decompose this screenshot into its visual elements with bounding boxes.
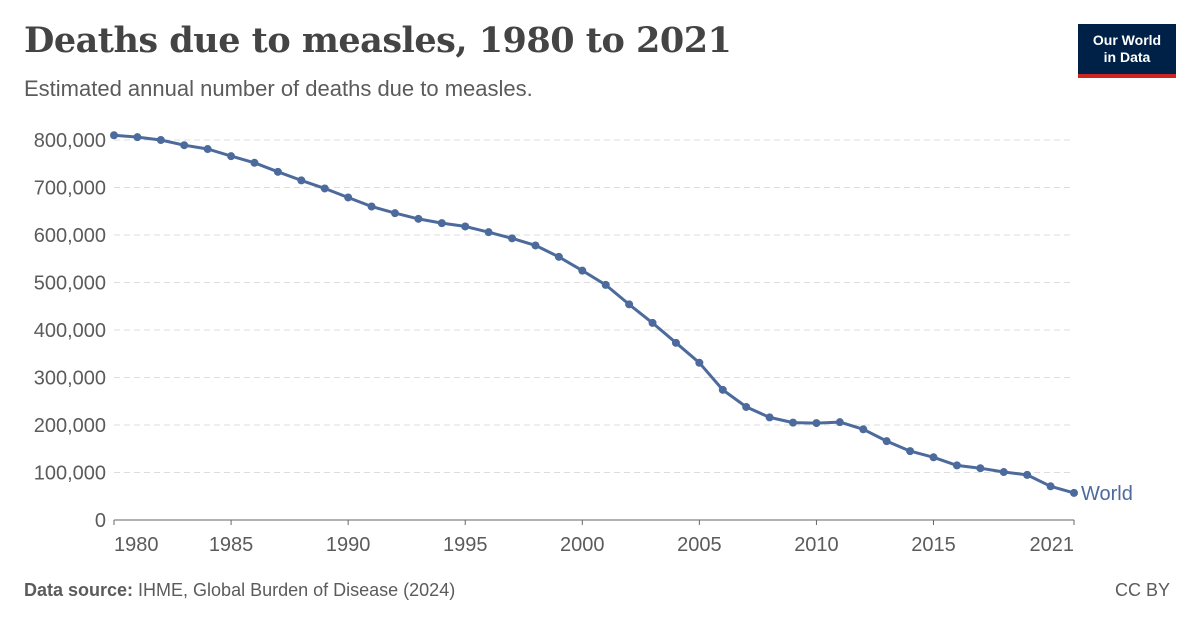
x-tick-label: 1985 (209, 534, 254, 556)
gridlines (114, 139, 1074, 473)
data-point (344, 193, 353, 202)
axes: 0 100,000 200,000 300,000 400,000 500,000 600,… (34, 130, 1075, 556)
data-point (133, 133, 142, 142)
x-tick-label: 2000 (560, 534, 605, 556)
data-point (554, 252, 563, 261)
license-link[interactable]: CC BY (1114, 580, 1170, 600)
data-point (929, 453, 938, 462)
data-point (1023, 470, 1032, 479)
data-point (976, 464, 985, 473)
data-point (203, 145, 212, 154)
data-point (367, 202, 376, 211)
x-tick-label: 2005 (677, 534, 722, 556)
x-tick-label: 2010 (794, 534, 839, 556)
y-tick-label: 700,000 (34, 178, 106, 200)
data-point (625, 300, 634, 309)
y-tick-label: 400,000 (34, 320, 106, 342)
data-point (882, 437, 891, 446)
data-point (484, 228, 493, 237)
x-tick-label: 1995 (443, 534, 488, 556)
data-point (812, 419, 821, 428)
data-point (531, 241, 540, 250)
data-point (906, 447, 915, 456)
x-tick-label: 2015 (911, 534, 956, 556)
data-point (695, 358, 704, 367)
data-point (461, 222, 470, 231)
series-world: World (110, 131, 1133, 505)
data-point (110, 131, 118, 140)
chart-subtitle: Estimated annual number of deaths due to… (24, 76, 533, 101)
y-tick-label: 600,000 (34, 225, 106, 247)
data-source: Data source: IHME, Global Burden of Dise… (24, 580, 455, 601)
y-tick-label: 300,000 (34, 368, 106, 390)
y-tick-label: 0 (95, 510, 106, 532)
logo-line-1: Our World (1092, 32, 1162, 48)
data-point (320, 184, 329, 193)
data-point (789, 418, 798, 427)
x-tick-label: 1980 (114, 534, 159, 556)
x-tick-label: 1990 (326, 534, 371, 556)
data-point (437, 219, 446, 228)
series-label-world: World (1081, 483, 1133, 505)
data-point (999, 468, 1008, 477)
data-point (1046, 482, 1055, 491)
data-point (648, 318, 657, 327)
data-point (414, 214, 423, 223)
chart-title: Deaths due to measles, 1980 to 2021 (24, 20, 732, 61)
logo-line-2: in Data (1103, 49, 1151, 65)
data-point (835, 418, 844, 427)
y-tick-label: 500,000 (34, 273, 106, 295)
data-point (1070, 488, 1078, 497)
data-point (671, 338, 680, 347)
data-point (718, 385, 727, 394)
data-point (156, 136, 165, 144)
data-point (601, 280, 610, 289)
data-point (273, 167, 282, 176)
data-source-text: IHME, Global Burden of Disease (2024) (133, 580, 456, 600)
data-point (742, 402, 751, 411)
y-tick-label: 100,000 (34, 463, 106, 485)
data-point (250, 158, 259, 167)
x-tick-label: 2021 (1030, 534, 1075, 556)
data-point (952, 461, 961, 470)
y-tick-label: 800,000 (34, 130, 106, 152)
data-point (297, 176, 306, 185)
data-point (390, 209, 399, 218)
data-point (180, 141, 189, 150)
data-point (859, 425, 868, 434)
y-tick-label: 200,000 (34, 415, 106, 437)
series-line (112, 133, 1076, 495)
data-point (578, 266, 587, 275)
data-point (508, 234, 517, 243)
data-source-label: Data source: (24, 580, 134, 600)
owid-logo[interactable]: Our World in Data (1078, 24, 1176, 78)
data-point (765, 413, 774, 422)
data-point (227, 152, 236, 161)
